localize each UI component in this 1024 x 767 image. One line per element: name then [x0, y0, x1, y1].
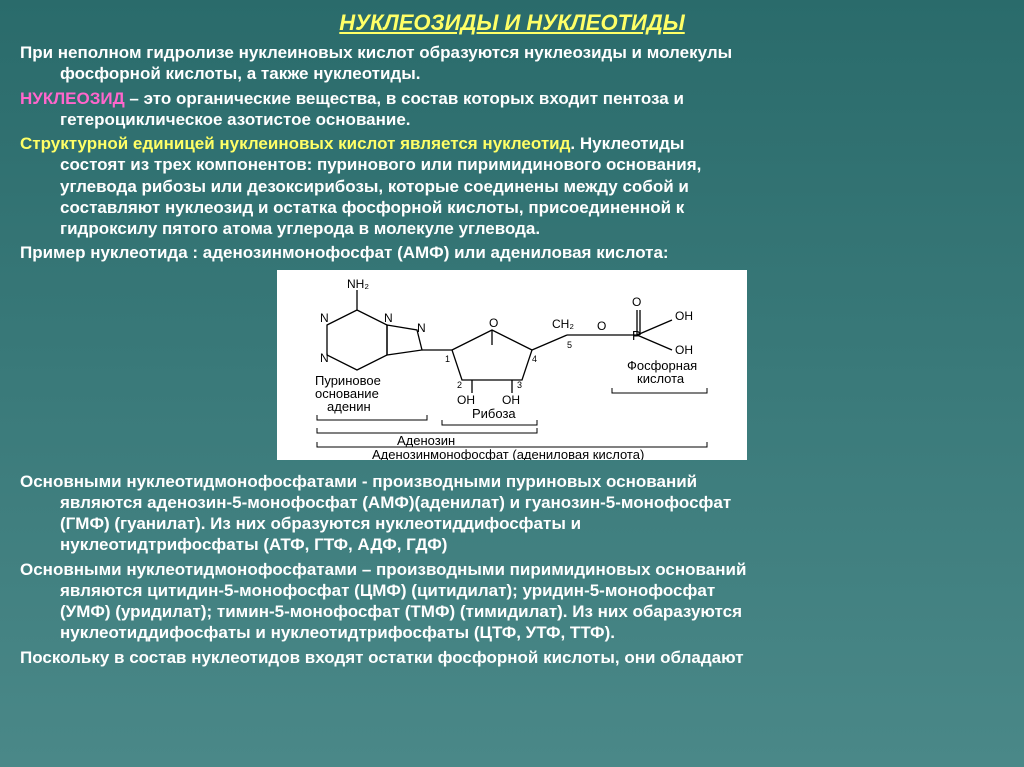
label-p: P	[632, 328, 641, 343]
label-oh1: OH	[675, 309, 693, 323]
p5-line4: нуклеотидтрифосфаты (АТФ, ГТФ, АДФ, ГДФ)	[60, 535, 447, 554]
p1-line1: При неполном гидролизе нуклеиновых кисло…	[20, 43, 732, 62]
p2-line2: гетероциклическое азотистое основание.	[60, 110, 411, 129]
paragraph-3: Структурной единицей нуклеиновых кислот …	[20, 133, 1004, 239]
svg-text:N: N	[384, 311, 393, 325]
term-nucleotide: нуклеотид	[482, 134, 570, 153]
label-nh2: NH₂	[347, 277, 369, 291]
p6-line2: являются цитидин-5-монофосфат (ЦМФ) (цит…	[60, 581, 715, 600]
term-nucleoside: НУКЛЕОЗИД	[20, 89, 125, 108]
amp-structure-diagram: NH₂ N N N N O CH₂ O P O OH OH OH OH 1 2 …	[277, 270, 747, 460]
slide-title: НУКЛЕОЗИДЫ И НУКЛЕОТИДЫ	[20, 10, 1004, 36]
svg-text:OH: OH	[457, 393, 475, 407]
p6-line3: (УМФ) (уридилат); тимин-5-монофосфат (ТМ…	[60, 602, 742, 621]
svg-text:N: N	[320, 351, 329, 365]
paragraph-5: Основными нуклеотидмонофосфатами - произ…	[20, 471, 1004, 556]
paragraph-4: Пример нуклеотида : аденозинмонофосфат (…	[20, 242, 1004, 263]
paragraph-7: Поскольку в состав нуклеотидов входят ос…	[20, 647, 1004, 668]
label-adenosine: Аденозин	[397, 433, 455, 448]
p3-pre: Структурной единицей нуклеиновых кислот …	[20, 134, 482, 153]
paragraph-1: При неполном гидролизе нуклеиновых кисло…	[20, 42, 1004, 85]
p3-line5: гидроксилу пятого атома углерода в молек…	[60, 219, 540, 238]
p3-line2: состоят из трех компонентов: пуринового …	[60, 155, 701, 174]
p3-line4: составляют нуклеозид и остатка фосфорной…	[60, 198, 684, 217]
svg-text:2: 2	[457, 380, 462, 390]
label-amp: Аденозинмонофосфат (адениловая кислота)	[372, 447, 644, 460]
svg-text:O: O	[489, 316, 498, 330]
svg-text:5: 5	[567, 340, 572, 350]
label-oh2: OH	[675, 343, 693, 357]
svg-text:O: O	[597, 319, 606, 333]
label-ch2: CH₂	[552, 317, 574, 331]
svg-text:OH: OH	[502, 393, 520, 407]
label-adenine-3: аденин	[327, 399, 371, 414]
p6-line4: нуклеотиддифосфаты и нуклеотидтрифосфаты…	[60, 623, 615, 642]
p5-line3: (ГМФ) (гуанилат). Из них образуются нукл…	[60, 514, 581, 533]
svg-text:N: N	[320, 311, 329, 325]
paragraph-6: Основными нуклеотидмонофосфатами – произ…	[20, 559, 1004, 644]
svg-text:3: 3	[517, 380, 522, 390]
paragraph-2: НУКЛЕОЗИД – это органические вещества, в…	[20, 88, 1004, 131]
label-phos-2: кислота	[637, 371, 685, 386]
p6-line1: Основными нуклеотидмонофосфатами – произ…	[20, 560, 746, 579]
svg-text:4: 4	[532, 354, 537, 364]
p3-line3: углевода рибозы или дезоксирибозы, котор…	[60, 177, 689, 196]
p7-line1: Поскольку в состав нуклеотидов входят ос…	[20, 648, 744, 667]
p1-line2: фосфорной кислоты, а также нуклеотиды.	[60, 64, 420, 83]
svg-text:N: N	[417, 321, 426, 335]
p5-line1: Основными нуклеотидмонофосфатами - произ…	[20, 472, 697, 491]
structure-diagram-wrap: NH₂ N N N N O CH₂ O P O OH OH OH OH 1 2 …	[20, 270, 1004, 465]
label-ribose: Рибоза	[472, 406, 516, 421]
p2-line1: – это органические вещества, в состав ко…	[125, 89, 684, 108]
p3-line1: . Нуклеотиды	[570, 134, 684, 153]
p5-line2: являются аденозин-5-монофосфат (АМФ)(аде…	[60, 493, 731, 512]
svg-text:1: 1	[445, 354, 450, 364]
svg-text:O: O	[632, 295, 641, 309]
